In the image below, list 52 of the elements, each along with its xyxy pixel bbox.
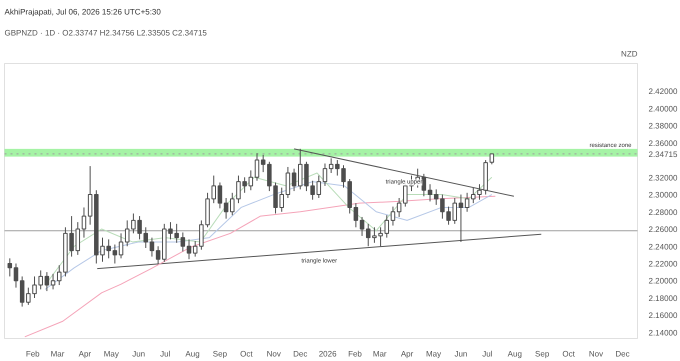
- candlestick: [14, 263, 18, 288]
- y-tick-label: 2.24000: [648, 242, 678, 252]
- y-tick-label: 2.30000: [648, 190, 678, 200]
- x-tick-label: Nov: [266, 350, 281, 358]
- y-tick-label: 2.14000: [648, 328, 678, 338]
- x-tick-label: Jul: [482, 350, 493, 358]
- y-tick-label: 2.40000: [648, 104, 678, 114]
- x-tick-label: Nov: [588, 350, 604, 358]
- x-tick-label: Apr: [400, 350, 414, 358]
- x-tick-label: Apr: [78, 350, 92, 358]
- y-tick-label: 2.28000: [648, 208, 678, 217]
- y-tick-label: 2.22000: [648, 260, 678, 268]
- y-tick-label: 2.42000: [648, 87, 678, 96]
- x-tick-label: Dec: [293, 350, 308, 358]
- candlestick: [8, 258, 12, 277]
- candlestick: [286, 166, 290, 198]
- x-tick-label: Mar: [372, 350, 387, 358]
- chart-title: AkhiPrajapati, Jul 06, 2026 15:26 UTC+5:30: [4, 8, 162, 16]
- candlestick: [354, 202, 358, 228]
- x-tick-label: May: [104, 350, 119, 358]
- x-tick-label: Jun: [454, 350, 468, 358]
- y-tick-label: 2.32000: [648, 173, 678, 182]
- candlestick: [118, 232, 124, 259]
- candlestick: [490, 153, 494, 165]
- y-tick-label: 2.38000: [648, 122, 678, 131]
- x-tick-label: Mar: [50, 350, 65, 358]
- y-tick-label: 2.36000: [648, 138, 678, 148]
- candlestick: [131, 213, 136, 234]
- y-tick-label: 2.20000: [648, 276, 678, 286]
- line-series: [24, 196, 496, 338]
- y-axis-title: NZD: [621, 50, 638, 58]
- x-tick-label: 2026: [318, 350, 338, 358]
- x-tick-label: Feb: [26, 350, 40, 358]
- x-tick-label: Sep: [535, 350, 550, 358]
- x-tick-label: Dec: [615, 350, 630, 358]
- y-tick-label: 2.18000: [648, 294, 678, 303]
- x-tick-label: Aug: [185, 350, 200, 358]
- x-tick-label: May: [426, 350, 442, 358]
- y-tick-label: 2.16000: [648, 311, 678, 320]
- x-tick-label: Feb: [348, 350, 362, 358]
- x-tick-label: Aug: [508, 350, 522, 358]
- chart-subtitle: GBPNZD · 1D · O2.33747 H2.34756 L2.33505 C2.34715: [4, 28, 208, 38]
- x-tick-label: Sep: [212, 350, 228, 358]
- candlestick: [322, 163, 328, 186]
- x-tick-label: Oct: [240, 350, 254, 358]
- x-tick-label: Jun: [132, 350, 146, 358]
- candlestick: [150, 237, 154, 258]
- y-tick-label: 2.26000: [648, 225, 678, 234]
- x-tick-label: Oct: [562, 350, 576, 358]
- candlestick: [124, 220, 130, 247]
- x-tick-label: Jul: [160, 350, 171, 358]
- ref-line-label: 2.34715: [648, 150, 678, 159]
